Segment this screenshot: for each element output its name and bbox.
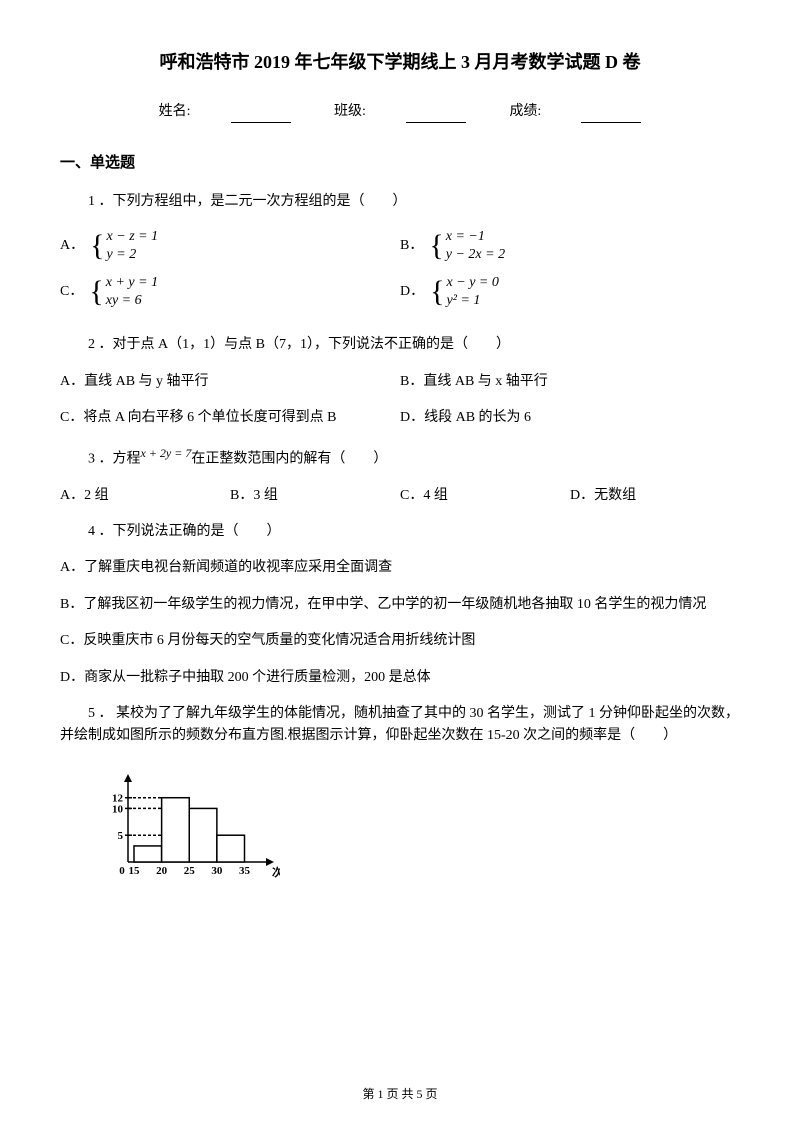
svg-text:35: 35 [239,865,251,877]
page-title: 呼和浩特市 2019 年七年级下学期线上 3 月月考数学试题 D 卷 [60,48,740,77]
q2-options-row1: A．直线 AB 与 y 轴平行 B．直线 AB 与 x 轴平行 [60,371,740,393]
q3-stem: 3 ．方程x + 2y = 7在正整数范围内的解有（ ） [60,444,740,471]
q1-opt-b[interactable]: B． { x = −1 y − 2x = 2 [400,228,740,264]
section-title: 一、单选题 [60,151,740,175]
q3-opt-b[interactable]: B．3 组 [230,485,400,507]
q4-opt-c[interactable]: C．反映重庆市 6 月份每天的空气质量的变化情况适合用折线统计图 [60,630,740,652]
q2-opt-c[interactable]: C．将点 A 向右平移 6 个单位长度可得到点 B [60,407,400,429]
score-label: 成绩: [509,104,541,119]
q1-options: A． { x − z = 1 y = 2 B． { x = −1 y − 2x … [60,228,740,321]
brace-icon: { [430,277,444,307]
q5-stem: 5 ． 某校为了了解九年级学生的体能情况，随机抽查了其中的 30 名学生，测试了… [60,703,740,748]
svg-text:15: 15 [129,865,141,877]
opt-label-c: C． [60,281,83,303]
q1-opt-a[interactable]: A． { x − z = 1 y = 2 [60,228,400,264]
q1-stem: 1 ．下列方程组中，是二元一次方程组的是（ ） [60,191,740,213]
name-blank[interactable] [231,107,291,123]
q1d-line2: y² = 1 [447,292,499,310]
q2-opt-b[interactable]: B．直线 AB 与 x 轴平行 [400,371,740,393]
name-label: 姓名: [159,104,191,119]
histogram-chart: 1210501520253035次 [100,770,280,880]
q1c-line1: x + y = 1 [106,274,158,292]
q3-post: 在正整数范围内的解有（ ） [191,451,387,466]
q3-options: A．2 组 B．3 组 C．4 组 D．无数组 [60,485,740,507]
q1c-line2: xy = 6 [106,292,158,310]
header-fields: 姓名: 班级: 成绩: [60,101,740,123]
class-blank[interactable] [406,107,466,123]
svg-text:5: 5 [118,830,124,842]
q3-opt-c[interactable]: C．4 组 [400,485,570,507]
q2-opt-a[interactable]: A．直线 AB 与 y 轴平行 [60,371,400,393]
brace-icon: { [90,231,104,261]
score-blank[interactable] [581,107,641,123]
q3-pre: 3 ．方程 [88,451,141,466]
brace-icon: { [429,231,443,261]
svg-text:20: 20 [156,865,168,877]
q1a-line2: y = 2 [107,246,159,264]
q3-eq: x + 2y = 7 [141,446,192,460]
q2-options-row2: C．将点 A 向右平移 6 个单位长度可得到点 B D．线段 AB 的长为 6 [60,407,740,429]
q1a-line1: x − z = 1 [107,228,159,246]
q1d-line1: x − y = 0 [447,274,499,292]
q4-opt-b[interactable]: B．了解我区初一年级学生的视力情况，在甲中学、乙中学的初一年级随机地各抽取 10… [60,594,740,616]
svg-text:10: 10 [112,803,124,815]
q3-opt-a[interactable]: A．2 组 [60,485,230,507]
q4-stem: 4 ．下列说法正确的是（ ） [60,521,740,543]
q2-stem: 2 ．对于点 A（1，1）与点 B（7，1），下列说法不正确的是（ ） [60,334,740,356]
q1b-line1: x = −1 [446,228,505,246]
page-footer: 第 1 页 共 5 页 [60,1085,740,1104]
class-label: 班级: [334,104,366,119]
q4-opt-a[interactable]: A．了解重庆电视台新闻频道的收视率应采用全面调查 [60,557,740,579]
svg-text:0: 0 [119,865,125,877]
svg-text:25: 25 [184,865,196,877]
svg-text:次: 次 [272,865,280,879]
q3-opt-d[interactable]: D．无数组 [570,485,740,507]
q1b-line2: y − 2x = 2 [446,246,505,264]
opt-label-d: D． [400,281,424,303]
q2-opt-d[interactable]: D．线段 AB 的长为 6 [400,407,740,429]
q1-opt-d[interactable]: D． { x − y = 0 y² = 1 [400,274,740,310]
svg-text:30: 30 [211,865,223,877]
opt-label-b: B． [400,235,423,257]
opt-label-a: A． [60,235,84,257]
q4-opt-d[interactable]: D．商家从一批粽子中抽取 200 个进行质量检测，200 是总体 [60,667,740,689]
q1-opt-c[interactable]: C． { x + y = 1 xy = 6 [60,274,400,310]
brace-icon: { [89,277,103,307]
